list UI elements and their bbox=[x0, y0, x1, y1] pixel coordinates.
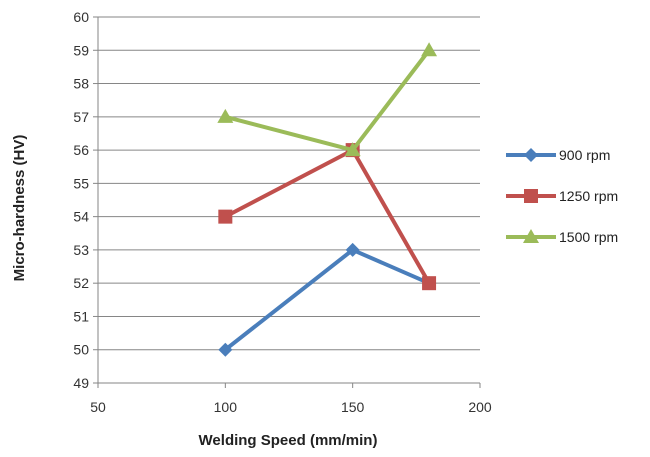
y-tick-label: 59 bbox=[73, 42, 89, 58]
legend-label: 900 rpm bbox=[559, 147, 610, 163]
y-tick-label: 54 bbox=[73, 209, 89, 225]
series-line bbox=[224, 247, 430, 352]
series-3 bbox=[217, 42, 438, 157]
x-tick-label: 200 bbox=[468, 399, 492, 415]
y-tick-label: 58 bbox=[73, 76, 89, 92]
data-point bbox=[217, 108, 234, 123]
y-tick-labels: 49 50 51 52 53 54 55 56 57 58 59 60 bbox=[73, 9, 98, 391]
axes bbox=[97, 17, 480, 384]
data-point bbox=[422, 276, 437, 291]
x-axis-title: Welding Speed (mm/min) bbox=[199, 432, 378, 449]
series-line bbox=[224, 49, 431, 153]
y-tick-label: 50 bbox=[73, 342, 89, 358]
data-point bbox=[218, 342, 233, 357]
y-tick-label: 57 bbox=[73, 109, 89, 125]
series bbox=[217, 42, 438, 357]
legend-marker bbox=[524, 148, 538, 162]
x-tick-label: 50 bbox=[90, 399, 106, 415]
y-tick-label: 60 bbox=[73, 9, 89, 25]
y-tick-label: 52 bbox=[73, 275, 89, 291]
y-tick-label: 49 bbox=[73, 375, 89, 391]
data-point bbox=[344, 142, 361, 157]
y-tick-label: 56 bbox=[73, 142, 89, 158]
x-tick-label: 150 bbox=[341, 399, 365, 415]
data-point bbox=[218, 209, 233, 224]
legend-label: 1250 rpm bbox=[559, 188, 618, 204]
legend: 900 rpm 1250 rpm 1500 rpm bbox=[506, 147, 618, 245]
y-tick-label: 55 bbox=[73, 175, 89, 191]
x-tick-labels: 50 100 150 200 bbox=[90, 383, 492, 415]
legend-label: 1500 rpm bbox=[559, 229, 618, 245]
legend-item: 1500 rpm bbox=[506, 229, 618, 245]
legend-item: 900 rpm bbox=[506, 147, 610, 163]
y-tick-label: 53 bbox=[73, 242, 89, 258]
y-tick-label: 51 bbox=[73, 308, 89, 324]
legend-marker bbox=[523, 229, 539, 243]
x-tick-label: 100 bbox=[214, 399, 238, 415]
data-point bbox=[345, 242, 360, 257]
legend-marker bbox=[524, 189, 538, 203]
series-1 bbox=[218, 242, 437, 357]
legend-item: 1250 rpm bbox=[506, 188, 618, 204]
data-point bbox=[421, 42, 438, 57]
y-axis-title: Micro-hardness (HV) bbox=[11, 135, 28, 282]
